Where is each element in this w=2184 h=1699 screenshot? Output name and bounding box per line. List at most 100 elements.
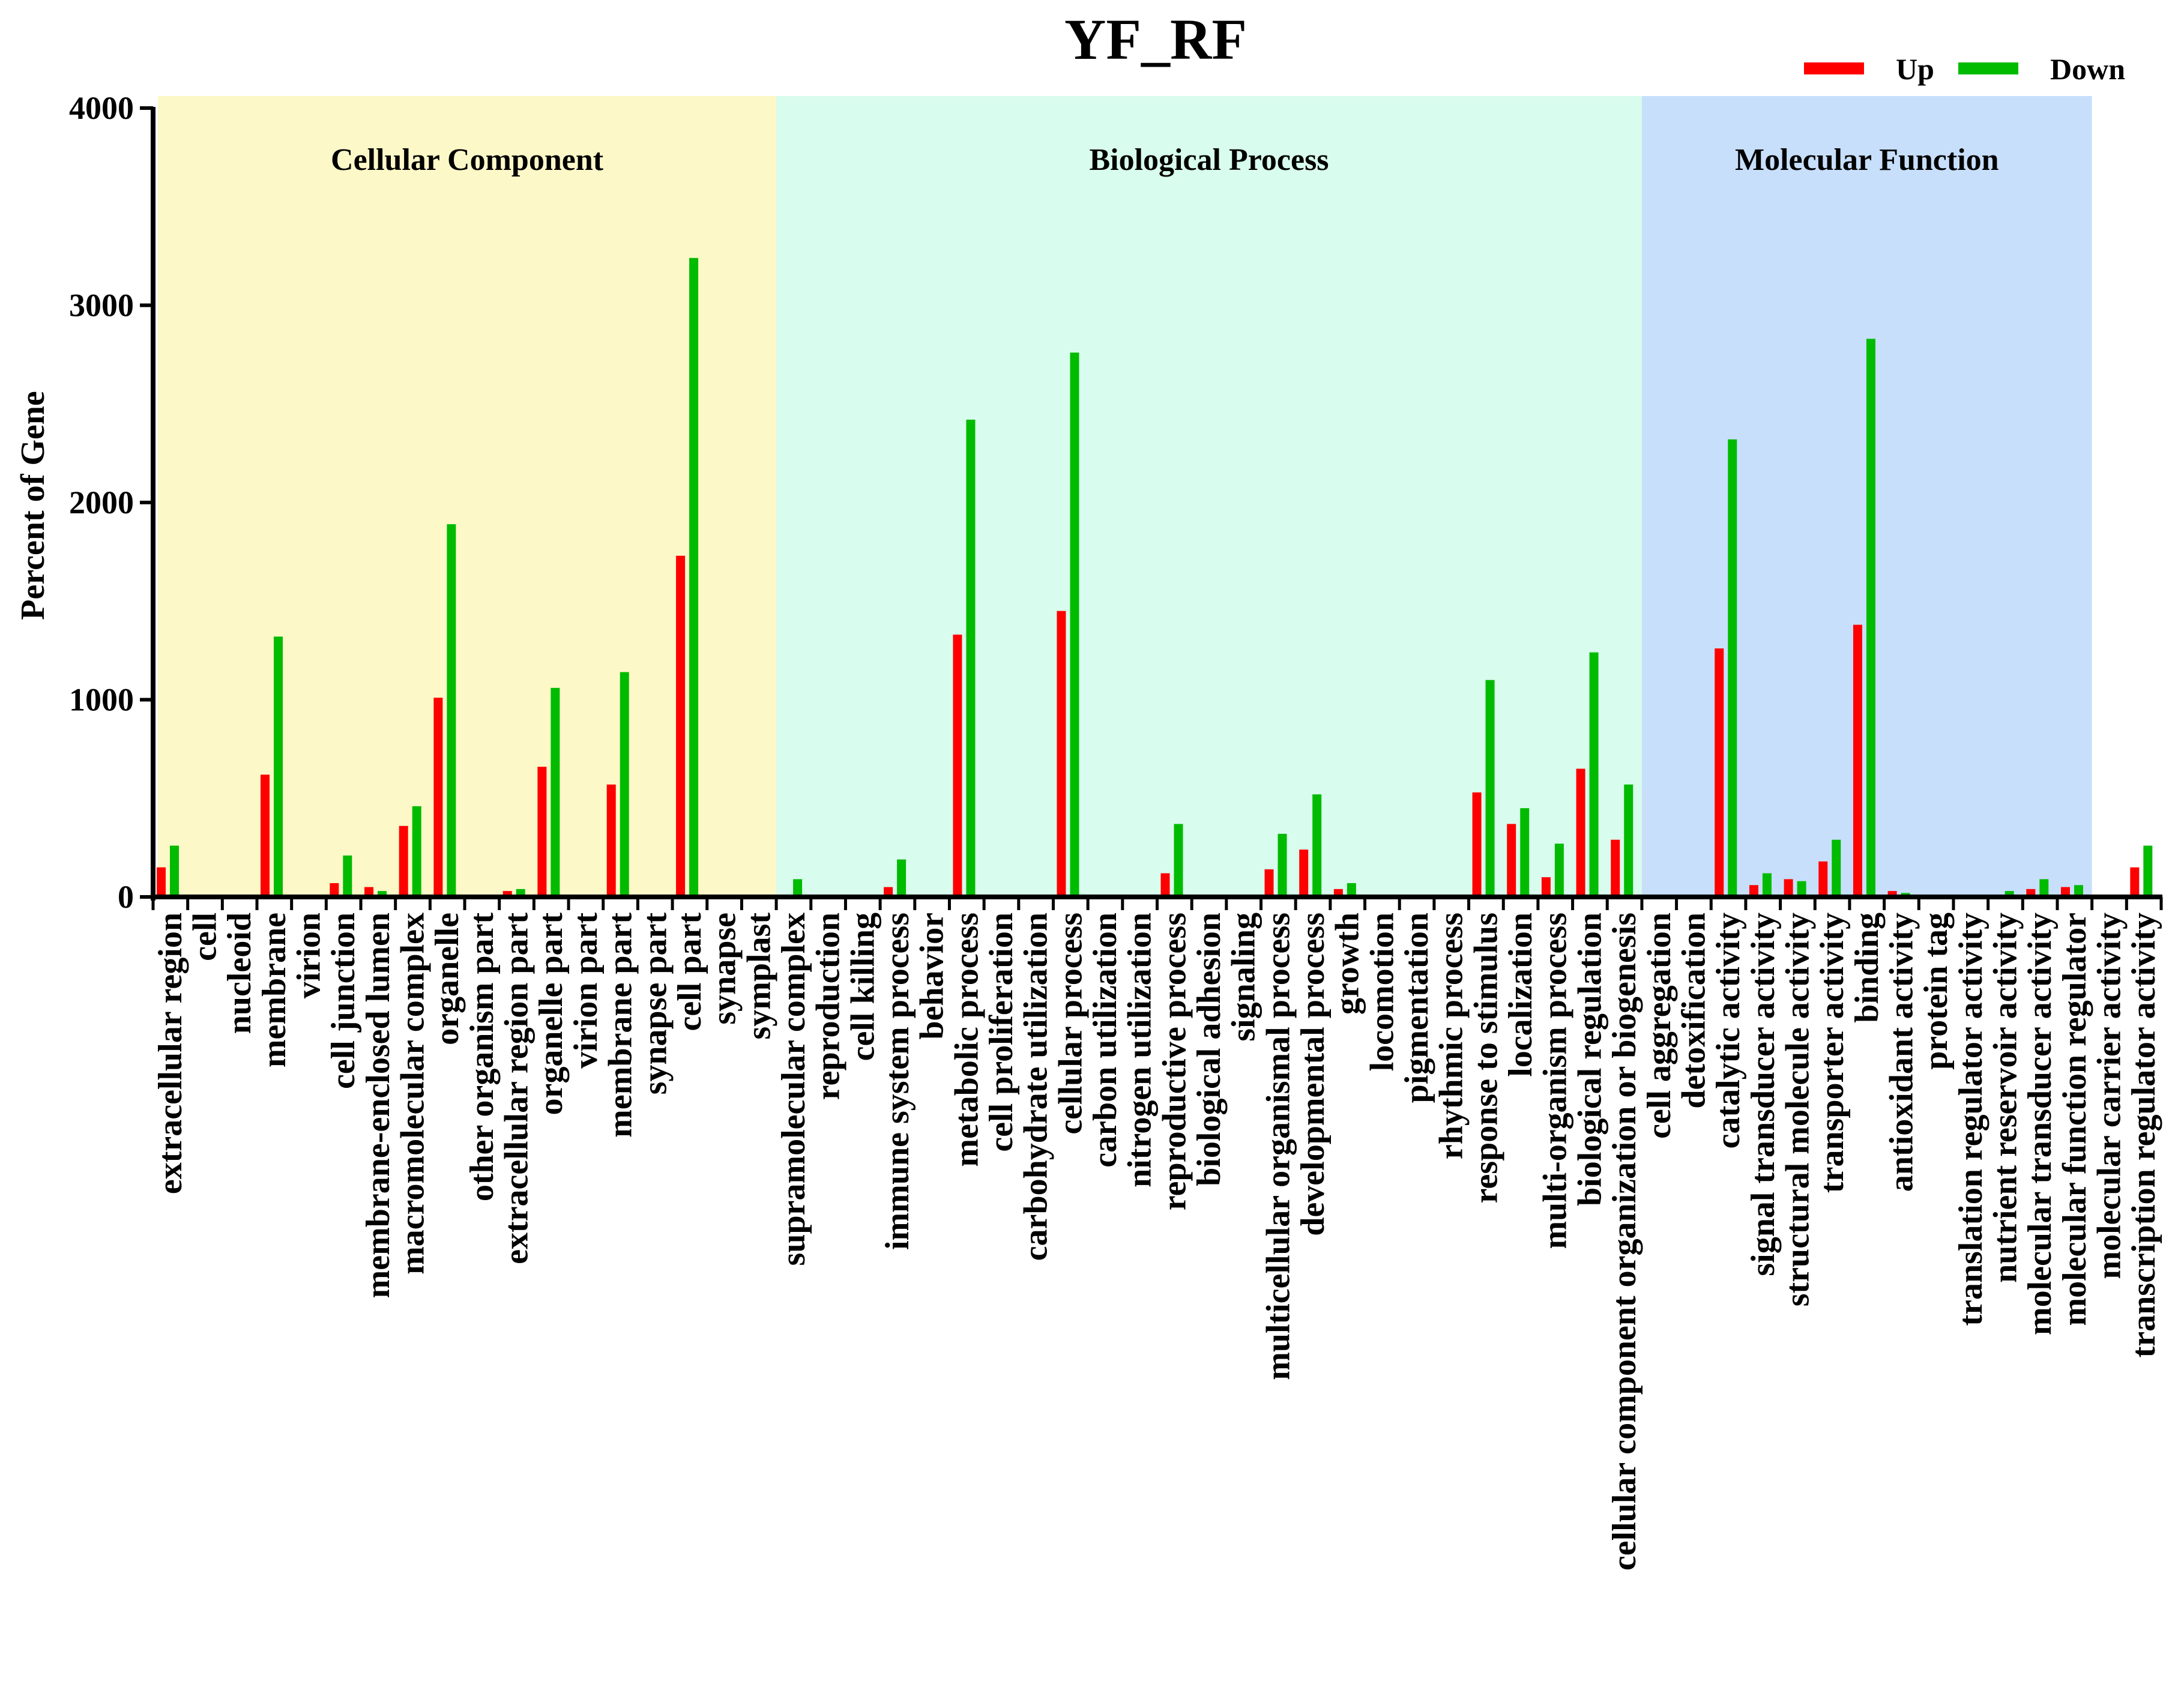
- x-tick-label-detoxification: detoxification: [1675, 913, 1712, 1109]
- bar-up-macromolecular-complex: [399, 825, 408, 897]
- bar-up-organelle: [433, 698, 443, 897]
- bar-up-membrane: [261, 774, 270, 897]
- bar-up-catalytic-activity: [1715, 648, 1724, 897]
- axes: 0 1000 2000 3000 4000: [69, 90, 2163, 915]
- x-tick-label-multi-organism-process: multi-organism process: [1537, 913, 1574, 1249]
- legend-label-down: Down: [2050, 52, 2125, 86]
- bar-down-developmental-process: [1312, 794, 1322, 897]
- x-tick-label-synapse: synapse: [706, 913, 743, 1025]
- bar-up-molecular-function-regulator: [2060, 887, 2070, 897]
- x-tick-label-transcription-regulator-activity: transcription regulator activity: [2125, 913, 2162, 1357]
- x-tick-label-signaling: signaling: [1225, 913, 1262, 1042]
- bar-down-multicellular-organismal-process: [1278, 833, 1287, 897]
- x-tick-label-protein-tag: protein tag: [1917, 913, 1955, 1070]
- bar-down-transcription-regulator-activity: [2143, 845, 2153, 897]
- bar-up-transporter-activity: [1818, 861, 1828, 897]
- y-tick-label-4000: 4000: [69, 90, 134, 126]
- x-tick-label-organelle-part: organelle part: [532, 913, 570, 1115]
- bar-up-extracellular-region: [157, 867, 166, 897]
- x-tick-label-cell: cell: [187, 913, 224, 961]
- bar-down-growth: [1347, 883, 1356, 897]
- y-axis-title: Percent of Gene: [14, 391, 52, 620]
- x-tick-label-carbohydrate-utilization: carbohydrate utilization: [1018, 913, 1055, 1261]
- bar-up-multicellular-organismal-process: [1264, 869, 1274, 897]
- legend-swatch-up: [1804, 62, 1864, 74]
- bar-up-cellular-process: [1057, 611, 1066, 897]
- x-tick-label-nucleoid: nucleoid: [221, 913, 258, 1034]
- x-tick-label-synapse-part: synapse part: [636, 913, 674, 1095]
- x-tick-label-growth: growth: [1329, 913, 1366, 1015]
- bar-down-biological-regulation: [1589, 652, 1599, 897]
- region-label-biological-process: Biological Process: [1089, 143, 1329, 177]
- legend-label-up: Up: [1896, 52, 1934, 86]
- bar-down-signal-transducer-activity: [1762, 873, 1772, 897]
- x-tick-label-antioxidant-activity: antioxidant activity: [1883, 913, 1920, 1192]
- bar-down-structural-molecule-activity: [1797, 881, 1806, 897]
- bar-down-membrane-part: [620, 672, 629, 897]
- bar-up-organelle-part: [537, 767, 547, 897]
- bars: [157, 258, 2153, 897]
- x-tick-label-virion: virion: [291, 913, 328, 998]
- x-tick-label-virion-part: virion part: [567, 913, 605, 1069]
- bar-down-multi-organism-process: [1554, 843, 1564, 897]
- bar-up-immune-system-process: [884, 887, 893, 897]
- x-tick-label-transporter-activity: transporter activity: [1814, 913, 1851, 1193]
- y-tick-label-0: 0: [118, 879, 134, 915]
- bar-up-binding: [1853, 624, 1862, 897]
- bar-up-cellular-component-organization-or-biogenesis: [1611, 839, 1620, 897]
- bar-up-developmental-process: [1299, 849, 1309, 897]
- region-background-biological-process: [776, 96, 1642, 897]
- x-tick-label-cellular-component-organization-or-biogenesis: cellular component organization or bioge…: [1606, 913, 1643, 1571]
- x-tick-label-biological-adhesion: biological adhesion: [1190, 913, 1228, 1186]
- x-tick-label-membrane: membrane: [256, 913, 293, 1067]
- bar-up-metabolic-process: [953, 635, 962, 897]
- x-tick-label-biological-regulation: biological regulation: [1571, 913, 1608, 1206]
- legend-swatch-down: [1958, 62, 2018, 74]
- x-tick-label-pigmentation: pigmentation: [1398, 913, 1435, 1103]
- x-tick-label-nitrogen-utilization: nitrogen utilization: [1121, 913, 1159, 1187]
- y-tick-label-2000: 2000: [69, 484, 134, 521]
- x-tick-label-multicellular-organismal-process: multicellular organismal process: [1259, 913, 1297, 1380]
- bar-up-biological-regulation: [1576, 768, 1585, 897]
- x-tick-label-translation-regulator-activity: translation regulator activity: [1952, 913, 1989, 1326]
- bar-up-reproductive-process: [1160, 873, 1170, 897]
- x-tick-label-symplast: symplast: [740, 913, 777, 1040]
- x-tick-label-cell-aggregation: cell aggregation: [1641, 913, 1678, 1139]
- region-background-cellular-component: [158, 96, 777, 897]
- y-tick-label-1000: 1000: [69, 682, 134, 718]
- bar-down-molecular-function-regulator: [2074, 885, 2083, 897]
- bar-down-immune-system-process: [897, 859, 906, 897]
- legend: Up Down: [1804, 52, 2125, 86]
- bar-up-membrane-part: [606, 784, 616, 897]
- x-tick-label-cell-proliferation: cell proliferation: [983, 913, 1020, 1152]
- x-tick-label-locomotion: locomotion: [1363, 913, 1401, 1071]
- x-tick-label-cell-killing: cell killing: [844, 913, 881, 1061]
- x-tick-label-macromolecular-complex: macromolecular complex: [394, 913, 432, 1275]
- bar-down-membrane-enclosed-lumen: [378, 891, 387, 897]
- bar-down-supramolecular-complex: [793, 879, 803, 897]
- bar-down-nutrient-reservoir-activity: [2005, 891, 2014, 897]
- x-tick-labels: extracellular regioncellnucleoidmembrane…: [152, 913, 2162, 1571]
- bar-down-metabolic-process: [966, 420, 976, 897]
- bar-up-cell-part: [676, 555, 686, 897]
- region-label-cellular-component: Cellular Component: [331, 143, 604, 177]
- y-tick-label-3000: 3000: [69, 288, 134, 324]
- chart-title: YF_RF: [1064, 7, 1247, 71]
- x-tick-label-organelle: organelle: [429, 913, 466, 1045]
- bar-down-extracellular-region: [170, 845, 179, 897]
- x-tick-label-response-to-stimulus: response to stimulus: [1467, 913, 1504, 1203]
- bar-up-multi-organism-process: [1541, 877, 1551, 897]
- bar-up-response-to-stimulus: [1472, 792, 1482, 897]
- bar-down-membrane: [274, 636, 283, 897]
- bar-up-structural-molecule-activity: [1784, 879, 1793, 897]
- bar-up-localization: [1507, 824, 1516, 897]
- bar-up-membrane-enclosed-lumen: [364, 887, 374, 897]
- bar-down-molecular-transducer-activity: [2039, 879, 2049, 897]
- x-tick-label-immune-system-process: immune system process: [879, 913, 916, 1250]
- bar-down-cell-junction: [343, 856, 352, 897]
- x-tick-label-molecular-function-regulator: molecular function regulator: [2056, 913, 2093, 1326]
- bar-down-reproductive-process: [1174, 824, 1183, 897]
- region-label-molecular-function: Molecular Function: [1735, 143, 1999, 177]
- x-tick-label-cellular-process: cellular process: [1052, 913, 1089, 1135]
